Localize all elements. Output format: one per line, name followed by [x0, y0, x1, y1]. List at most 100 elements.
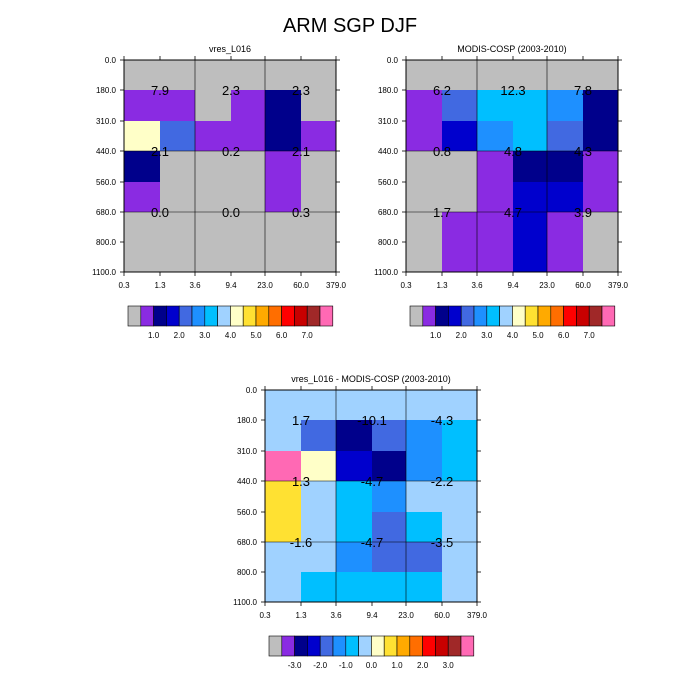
colorbar-swatch: [319, 305, 334, 327]
heatmap-panel-2: MODIS-COSP (2003-2010) 0.0 180.0 310.0 440.0…: [374, 44, 628, 340]
colorbar-label: 7.0: [584, 331, 596, 340]
cell-value-label: 1.7: [292, 413, 310, 428]
x-tick-label: 23.0: [257, 281, 273, 290]
heatmap-cell: [583, 60, 618, 90]
cell-value-label: 6.2: [433, 83, 451, 98]
x-tick-label: 23.0: [398, 611, 414, 620]
colorbar-swatch: [306, 305, 321, 327]
x-tick-label: 3.6: [330, 611, 342, 620]
y-tick-label: 180.0: [237, 416, 258, 425]
heatmap-cell: [160, 121, 195, 151]
heatmap-cell: [406, 390, 442, 420]
colorbar-label: 3.0: [443, 661, 455, 670]
x-tick-label: 0.3: [400, 281, 412, 290]
cell-value-label: 7.9: [151, 83, 169, 98]
colorbar-label: -3.0: [288, 661, 302, 670]
heatmap-cell: [442, 451, 477, 481]
heatmap-cell: [231, 182, 265, 212]
x-tick-label: 1.3: [436, 281, 448, 290]
colorbar-swatch: [383, 635, 398, 657]
y-tick-label: 0.0: [105, 56, 117, 65]
colorbar-swatch: [447, 635, 462, 657]
heatmap-cell: [513, 60, 547, 90]
heatmap-cell: [406, 481, 442, 512]
heatmap-cell: [477, 90, 513, 121]
heatmap-cell: [477, 212, 513, 272]
x-tick-label: 9.4: [366, 611, 378, 620]
colorbar-swatch: [191, 305, 206, 327]
heatmap-cell: [301, 420, 336, 451]
y-tick-label: 440.0: [96, 147, 117, 156]
x-tick-label: 3.6: [189, 281, 201, 290]
heatmap-cell: [124, 182, 160, 212]
heatmap-cell: [406, 60, 442, 90]
colorbar-swatch: [230, 305, 244, 327]
heatmap-cell: [160, 182, 195, 212]
colorbar-swatch: [153, 305, 167, 327]
cell-value-label: -3.5: [431, 535, 453, 550]
colorbar-label: -1.0: [339, 661, 353, 670]
cell-value-label: 4.3: [574, 144, 592, 159]
colorbar-swatch: [358, 635, 372, 657]
colorbar-swatch: [127, 305, 142, 327]
heatmap-cell: [195, 212, 231, 272]
heatmap-cell: [442, 390, 477, 420]
heatmap-cell: [547, 182, 583, 212]
heatmap-cell: [231, 151, 265, 182]
colorbar-label: 3.0: [199, 331, 211, 340]
heatmap-cell: [372, 481, 406, 512]
heatmap-cell: [231, 121, 265, 151]
colorbar-swatch: [512, 305, 526, 327]
heatmap-cell: [301, 182, 336, 212]
cell-value-label: 2.1: [151, 144, 169, 159]
colorbar-label: 7.0: [302, 331, 314, 340]
colorbar-swatch: [550, 305, 564, 327]
heatmap-cell: [301, 60, 336, 90]
colorbar-swatch: [294, 635, 308, 657]
heatmap-cell: [442, 481, 477, 512]
y-tick-label: 180.0: [96, 86, 117, 95]
heatmap-cell: [124, 212, 160, 272]
heatmap-cell: [160, 151, 195, 182]
panel-title: MODIS-COSP (2003-2010): [457, 44, 566, 54]
heatmap-cell: [265, 121, 301, 151]
heatmap-cell: [477, 60, 513, 90]
x-tick-label: 60.0: [293, 281, 309, 290]
cell-value-label: 12.3: [500, 83, 525, 98]
heatmap-cell: [583, 182, 618, 212]
heatmap-cell: [372, 390, 406, 420]
colorbar-swatch: [255, 305, 270, 327]
heatmap-cell: [442, 420, 477, 451]
colorbar-label: 2.0: [417, 661, 429, 670]
cell-value-label: -10.1: [357, 413, 387, 428]
colorbar-label: 2.0: [174, 331, 186, 340]
x-tick-label: 1.3: [154, 281, 166, 290]
colorbar-swatch: [166, 305, 180, 327]
heatmap-cell: [336, 420, 372, 451]
colorbar-swatch: [307, 635, 321, 657]
cell-value-label: -1.6: [290, 535, 312, 550]
heatmap-cell: [513, 182, 547, 212]
heatmap-cell: [406, 121, 442, 151]
colorbar-swatch: [242, 305, 257, 327]
cell-value-label: 0.8: [433, 144, 451, 159]
heatmap-cell: [442, 121, 477, 151]
colorbar-label: 4.0: [225, 331, 237, 340]
colorbar-swatch: [268, 635, 283, 657]
y-tick-label: 680.0: [378, 208, 399, 217]
x-tick-label: 0.3: [259, 611, 271, 620]
plot-frame: [405, 59, 619, 273]
heatmap-cell: [265, 542, 301, 602]
x-tick-label: 60.0: [575, 281, 591, 290]
colorbar-label: 4.0: [507, 331, 519, 340]
heatmap-cell: [301, 121, 336, 151]
y-tick-label: 560.0: [237, 508, 258, 517]
heatmap-cell: [513, 212, 547, 272]
x-tick-label: 379.0: [467, 611, 488, 620]
heatmap-cell: [477, 151, 513, 182]
heatmap-cell: [195, 90, 231, 121]
y-tick-label: 310.0: [237, 447, 258, 456]
colorbar-swatch: [422, 305, 436, 327]
cell-value-label: 2.3: [222, 83, 240, 98]
cell-value-label: 2.3: [292, 83, 310, 98]
